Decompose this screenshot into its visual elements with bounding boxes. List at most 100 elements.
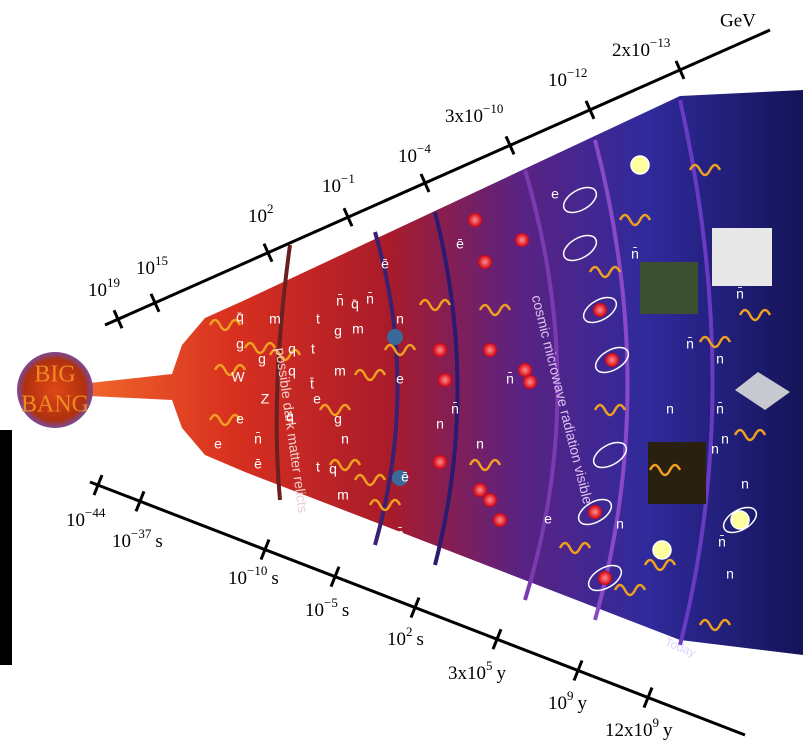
particle-ball xyxy=(433,455,447,469)
particle-label: n xyxy=(436,416,444,432)
particle-ball xyxy=(478,255,492,269)
tick-label: 10−44 xyxy=(66,505,106,531)
particle-ball xyxy=(433,343,447,357)
tick-unit: s xyxy=(417,629,424,650)
tick-base: 3x10 xyxy=(445,106,483,127)
tick-base: 10 xyxy=(248,206,267,227)
tick-unit: s xyxy=(155,531,162,552)
tick-base: 10 xyxy=(387,629,406,650)
particle-label: g xyxy=(258,351,266,367)
particle-label: e xyxy=(236,411,244,427)
particle-label: n̄ xyxy=(718,534,726,550)
tick-base: 10 xyxy=(112,531,131,552)
tick-base: 10 xyxy=(228,568,247,589)
tick-exp: 15 xyxy=(155,253,168,268)
tick-exp: −37 xyxy=(131,526,152,541)
big-bang-label: BANG xyxy=(21,392,89,418)
particle-label: g xyxy=(236,336,244,352)
tick-exp: 2 xyxy=(406,624,413,639)
particle-label: n̄ xyxy=(631,246,639,262)
tick-exp: −5 xyxy=(324,595,338,610)
particle-label: ē xyxy=(456,236,464,252)
tick-exp: −10 xyxy=(483,101,503,116)
tick-label: 1019 xyxy=(88,275,120,301)
tick-unit: y xyxy=(663,720,673,741)
particle-ball xyxy=(483,343,497,357)
particle-label: n̄ xyxy=(254,431,262,447)
particle-label: n xyxy=(666,401,674,417)
particle-label: e xyxy=(214,436,222,452)
particle-label: e xyxy=(313,391,321,407)
tick-label: 10−5 s xyxy=(305,595,349,621)
particle-label: e xyxy=(551,186,559,202)
particle-label: n xyxy=(741,476,749,492)
photo xyxy=(640,262,698,314)
tick-exp: 5 xyxy=(486,658,493,673)
tick-unit: y xyxy=(578,693,588,714)
particle-ball xyxy=(593,303,607,317)
tick-base: 10 xyxy=(548,693,567,714)
photo xyxy=(648,442,706,504)
particle-ball xyxy=(438,373,452,387)
particle-label: n xyxy=(616,516,624,532)
particle-label: n̄ xyxy=(366,291,374,307)
particle-label: q xyxy=(288,363,296,379)
particle-label: m xyxy=(269,311,281,327)
tick-exp: −44 xyxy=(85,505,106,520)
particle-label: q̄ xyxy=(286,409,294,425)
universe-diagram: possible dark matter relicts cosmic micr… xyxy=(0,0,803,747)
particle-ball xyxy=(523,375,537,389)
particle-label: q̄ xyxy=(351,296,359,312)
axis-unit: GeV xyxy=(720,10,756,31)
tick-exp: 9 xyxy=(653,715,660,730)
photo-strip xyxy=(0,430,12,665)
tick-exp: 9 xyxy=(567,688,574,703)
tick-label: 10−1 xyxy=(322,171,355,197)
particle-label: t xyxy=(311,341,315,357)
particle-ball xyxy=(588,505,602,519)
particle-label: q xyxy=(288,341,296,357)
tick-exp: −1 xyxy=(341,171,355,186)
particle-ball xyxy=(518,363,532,377)
tick-exp: 2 xyxy=(267,201,274,216)
quark-ball xyxy=(387,329,403,345)
tick-base: 10 xyxy=(88,280,107,301)
particle-label: e xyxy=(396,371,404,387)
tick-label: 10−12 xyxy=(548,65,587,91)
particle-label: n̄ xyxy=(396,526,404,542)
star xyxy=(731,511,749,529)
tick-base: 10 xyxy=(398,146,417,167)
particle-label: ē xyxy=(254,456,262,472)
particle-label: n̄ xyxy=(451,401,459,417)
tick-unit: y xyxy=(497,663,507,684)
tick-unit: s xyxy=(271,568,278,589)
tick-base: 10 xyxy=(322,176,341,197)
particle-label: n̄ xyxy=(506,371,514,387)
particle-label: m xyxy=(334,363,346,379)
tick-label: 12x109y xyxy=(605,715,673,741)
tick-label: 3x10−10 xyxy=(445,101,503,127)
particle-label: n xyxy=(716,351,724,367)
particle-label: Z xyxy=(261,391,270,407)
particle-label: ē xyxy=(381,256,389,272)
particle-label: n̄ xyxy=(716,401,724,417)
tick-unit: s xyxy=(342,600,349,621)
tick-exp: −13 xyxy=(650,35,670,50)
tick-exp: −4 xyxy=(417,141,431,156)
particle-ball xyxy=(515,233,529,247)
particle-label: n̄ xyxy=(686,336,694,352)
particle-label: ē xyxy=(401,469,409,485)
tick-label: 10−37s xyxy=(112,526,163,552)
tick-base: 10 xyxy=(305,600,324,621)
particle-label: q xyxy=(329,461,337,477)
tick-exp: −12 xyxy=(567,65,587,80)
particle-label: m xyxy=(337,487,349,503)
particle-label: n xyxy=(476,436,484,452)
particle-label: t xyxy=(316,311,320,327)
tick-base: 10 xyxy=(136,258,155,279)
particle-ball xyxy=(473,483,487,497)
particle-ball xyxy=(605,353,619,367)
